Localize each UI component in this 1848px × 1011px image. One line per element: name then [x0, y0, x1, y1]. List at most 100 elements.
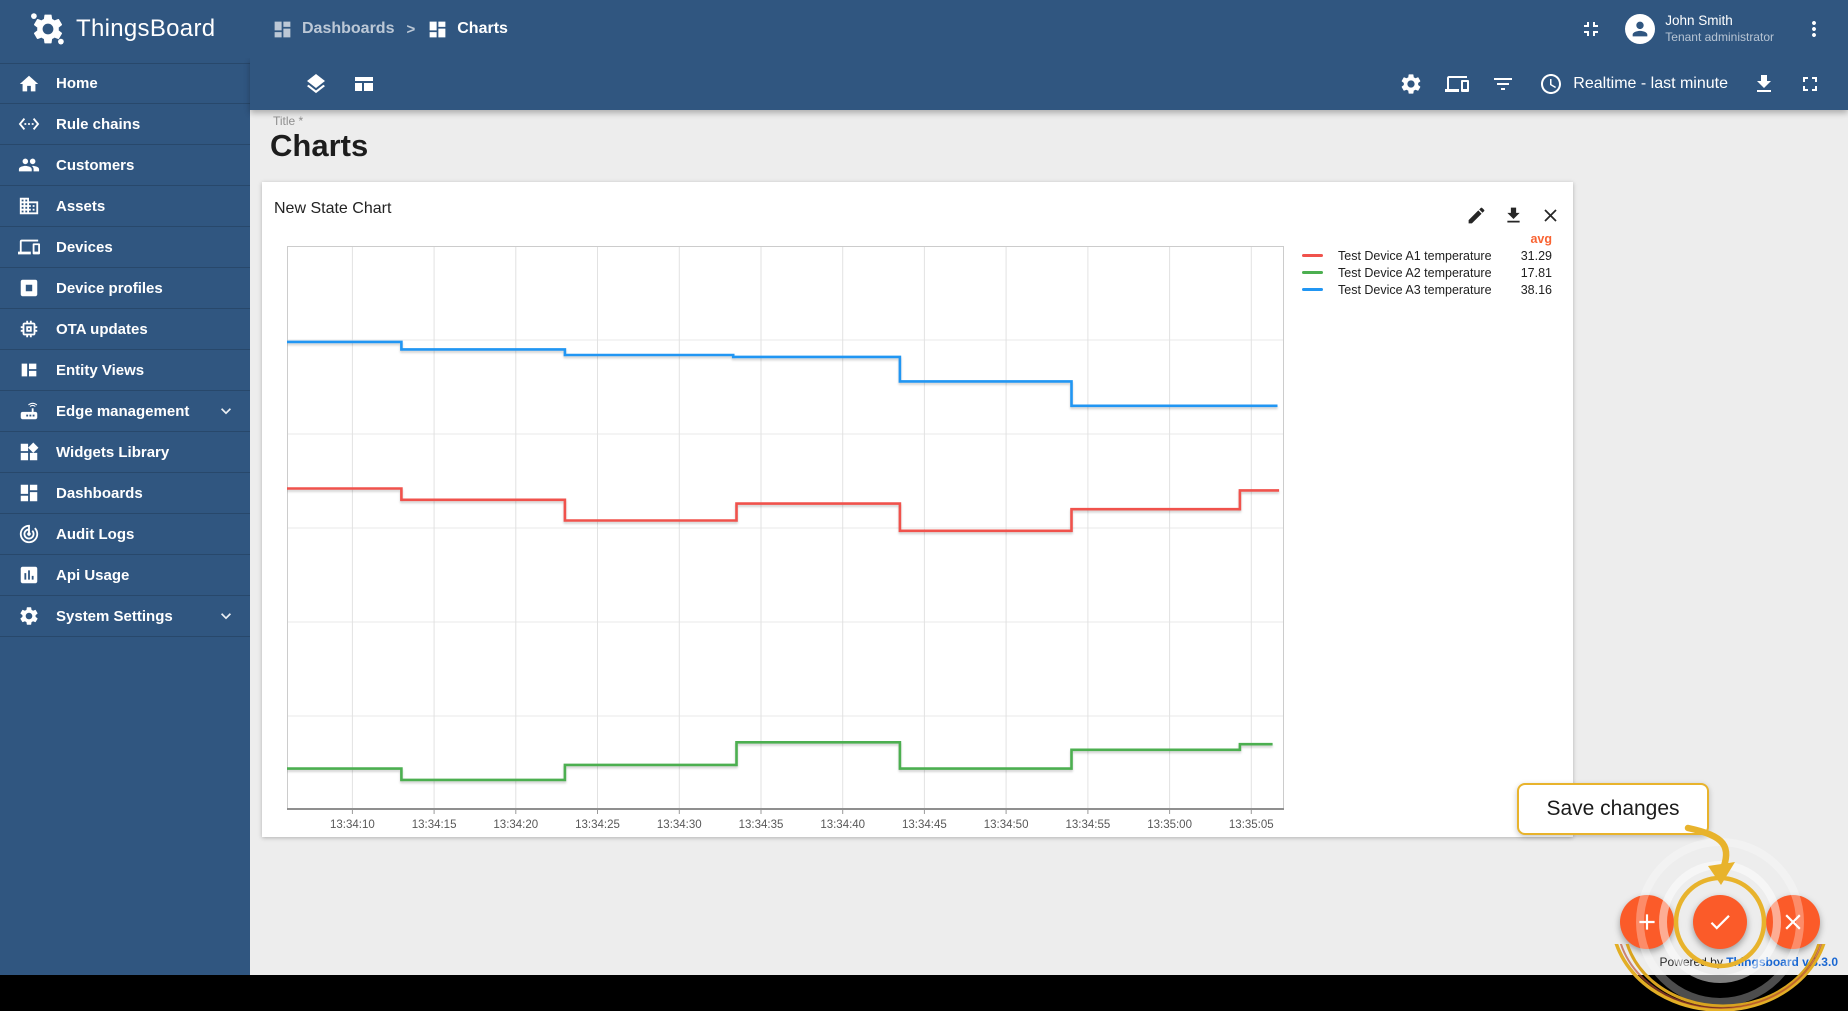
- user-name: John Smith: [1665, 13, 1733, 29]
- close-icon: [1780, 909, 1806, 935]
- export-widget-button[interactable]: [1498, 200, 1528, 230]
- sidebar-item-ota-updates[interactable]: OTA updates: [0, 309, 250, 350]
- sidebar-item-customers[interactable]: Customers: [0, 145, 250, 186]
- widget-actions: [1461, 200, 1565, 230]
- entity-aliases-button[interactable]: [1437, 64, 1477, 104]
- export-button[interactable]: [1744, 64, 1784, 104]
- legend-series-avg: 31.29: [1520, 248, 1552, 263]
- edit-icon: [1466, 205, 1487, 226]
- edit-widget-button[interactable]: [1461, 200, 1491, 230]
- sidebar-item-widgets-library[interactable]: Widgets Library: [0, 432, 250, 473]
- dashboards-icon: [272, 19, 293, 40]
- top-header: ThingsBoard Dashboards > Charts John Smith…: [0, 0, 1848, 58]
- filter-button[interactable]: [1483, 64, 1523, 104]
- sidebar-item-dashboards[interactable]: Dashboards: [0, 473, 250, 514]
- sidebar-item-system-settings[interactable]: System Settings: [0, 596, 250, 637]
- remove-widget-button[interactable]: [1535, 200, 1565, 230]
- svg-text:13:34:55: 13:34:55: [1066, 819, 1111, 831]
- sidebar-item-label: Rule chains: [56, 115, 141, 133]
- avatar[interactable]: [1625, 14, 1656, 44]
- powered-by-text: Powered by: [1659, 955, 1727, 969]
- legend-series-swatch: [1302, 271, 1323, 274]
- legend-series-label[interactable]: Test Device A2 temperature: [1338, 265, 1492, 280]
- svg-text:13:34:30: 13:34:30: [657, 819, 702, 831]
- svg-text:13:34:50: 13:34:50: [984, 819, 1029, 831]
- download-icon: [1752, 72, 1776, 96]
- dashboard-main: Title * Charts New State Chart 13:34:10 1…: [250, 110, 1848, 975]
- sidebar-item-entity-views[interactable]: Entity Views: [0, 350, 250, 391]
- sidebar-item-api-usage[interactable]: Api Usage: [0, 555, 250, 596]
- sidebar-item-audit-logs[interactable]: Audit Logs: [0, 514, 250, 555]
- sidebar-item-label: Audit Logs: [56, 525, 135, 543]
- sidebar-item-edge-management[interactable]: Edge management: [0, 391, 250, 432]
- system-settings-icon: [18, 605, 40, 627]
- dashboards-icon: [18, 482, 40, 504]
- save-changes-tooltip-text: Save changes: [1546, 797, 1680, 820]
- plus-icon: [1634, 909, 1660, 935]
- legend-row: Test Device A2 temperature 17.81: [1302, 264, 1552, 281]
- sidebar-item-label: Devices: [56, 238, 113, 256]
- dashboard-toolbar: Realtime - last minute: [250, 58, 1848, 110]
- app-name: ThingsBoard: [76, 15, 216, 42]
- assets-icon: [18, 195, 40, 217]
- svg-text:13:34:10: 13:34:10: [330, 819, 375, 831]
- entity-aliases-icon: [1445, 72, 1470, 96]
- layers-button[interactable]: [296, 64, 336, 104]
- save-changes-tooltip: Save changes: [1517, 783, 1709, 835]
- manage-layouts-button[interactable]: [344, 64, 384, 104]
- sidebar-item-label: Widgets Library: [56, 443, 170, 461]
- svg-text:13:34:35: 13:34:35: [739, 819, 784, 831]
- sidebar-item-label: OTA updates: [56, 320, 148, 338]
- toolbar-right-group: Realtime - last minute: [1391, 64, 1830, 104]
- legend-header-row: avg: [1302, 230, 1552, 247]
- powered-by: Powered by Thingsboard v.3.3.0: [1659, 955, 1838, 969]
- check-icon: [1707, 909, 1733, 935]
- sidebar-item-device-profiles[interactable]: Device profiles: [0, 268, 250, 309]
- svg-text:13:34:15: 13:34:15: [412, 819, 457, 831]
- chevron-down-icon: [216, 401, 236, 421]
- legend-row: Test Device A3 temperature 38.16: [1302, 281, 1552, 298]
- widget-title: New State Chart: [274, 200, 392, 217]
- toolbar-left-group: [296, 64, 384, 104]
- fullscreen-icon: [1798, 72, 1822, 96]
- sidebar-item-assets[interactable]: Assets: [0, 186, 250, 227]
- api-usage-icon: [18, 564, 40, 586]
- save-fab[interactable]: [1693, 895, 1747, 949]
- user-info: John Smith Tenant administrator: [1665, 13, 1774, 45]
- app-logo[interactable]: ThingsBoard: [0, 11, 250, 47]
- svg-text:13:34:40: 13:34:40: [820, 819, 865, 831]
- settings-icon: [1399, 72, 1423, 96]
- expand-dashboard-button[interactable]: [1790, 64, 1830, 104]
- sidebar-item-devices[interactable]: Devices: [0, 227, 250, 268]
- cancel-fab[interactable]: [1766, 895, 1820, 949]
- manage-layouts-icon: [352, 72, 376, 96]
- entity-views-icon: [18, 359, 40, 381]
- user-role: Tenant administrator: [1665, 29, 1774, 44]
- sidebar-item-label: Edge management: [56, 402, 190, 420]
- version-link[interactable]: Thingsboard v.3.3.0: [1726, 955, 1838, 969]
- sidebar-item-rule-chains[interactable]: Rule chains: [0, 104, 250, 145]
- chart-plot[interactable]: 13:34:10 13:34:15 13:34:20 13:34:25 13:34:30…: [287, 246, 1284, 834]
- more-menu-button[interactable]: [1794, 9, 1834, 49]
- close-icon: [1540, 205, 1561, 226]
- device-profiles-icon: [18, 277, 40, 299]
- legend-series-swatch: [1302, 254, 1323, 257]
- edge-management-icon: [18, 400, 40, 422]
- legend-series-label[interactable]: Test Device A3 temperature: [1338, 282, 1492, 297]
- sidebar-item-label: Customers: [56, 156, 135, 174]
- legend-series-avg: 38.16: [1520, 282, 1552, 297]
- timewindow-button[interactable]: Realtime - last minute: [1529, 72, 1738, 96]
- svg-text:13:35:00: 13:35:00: [1147, 819, 1192, 831]
- widgets-library-icon: [18, 441, 40, 463]
- settings-button[interactable]: [1391, 64, 1431, 104]
- add-widget-fab[interactable]: [1620, 895, 1674, 949]
- svg-text:13:35:05: 13:35:05: [1229, 819, 1274, 831]
- breadcrumb-item-charts[interactable]: Charts: [427, 19, 508, 40]
- sidebar-item-home[interactable]: Home: [0, 63, 250, 104]
- legend-series-swatch: [1302, 288, 1323, 291]
- breadcrumb-item-dashboards[interactable]: Dashboards: [272, 19, 394, 40]
- svg-text:13:34:20: 13:34:20: [493, 819, 538, 831]
- legend-series-label[interactable]: Test Device A1 temperature: [1338, 248, 1492, 263]
- fullscreen-toggle-button[interactable]: [1571, 9, 1611, 49]
